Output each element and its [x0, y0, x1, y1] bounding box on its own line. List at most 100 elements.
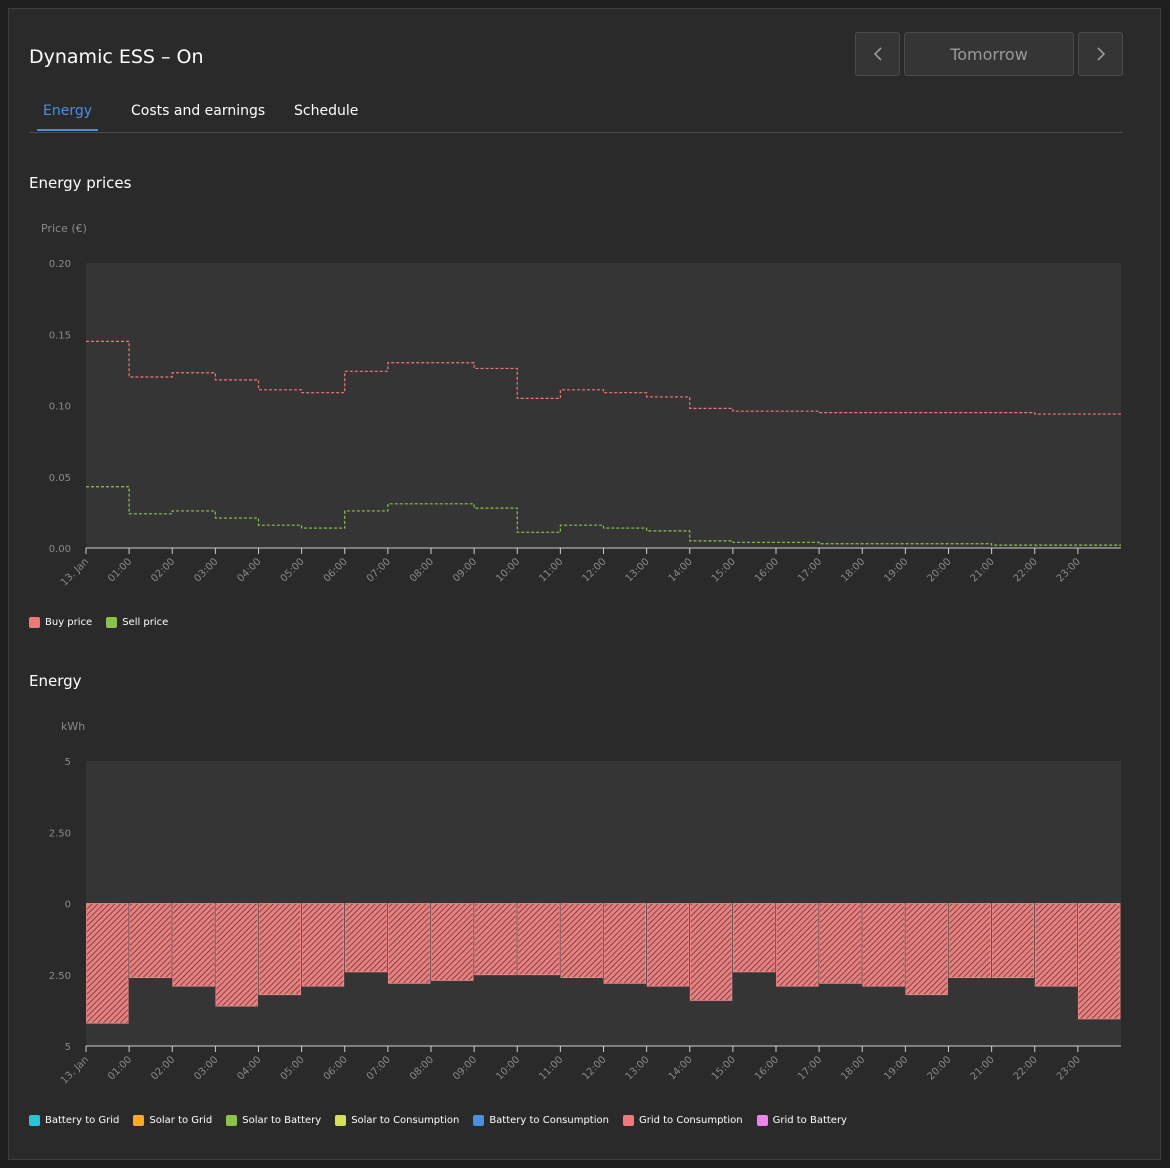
- price-x-tick-label: 04:00: [235, 556, 263, 584]
- grid-to-consumption-bar: [905, 903, 948, 996]
- energy-x-tick-label: 16:00: [753, 1054, 781, 1082]
- legend-label: Grid to Battery: [772, 1115, 847, 1126]
- price-y-tick-label: 0.10: [49, 402, 71, 413]
- legend-label: Battery to Consumption: [489, 1115, 609, 1126]
- grid-to-consumption-bar: [560, 903, 603, 978]
- price-x-tick-label: 17:00: [796, 556, 824, 584]
- price-x-tick-label: 16:00: [753, 556, 781, 584]
- grid-to-consumption-bar: [1077, 903, 1121, 1020]
- chevron-left-icon: [873, 47, 882, 61]
- legend-swatch: [756, 1115, 768, 1126]
- energy-y-tick-label: 5: [65, 757, 71, 768]
- energy-x-tick-label: 13. Jan: [59, 1054, 91, 1086]
- energy-x-tick-label: 10:00: [494, 1054, 522, 1082]
- energy-legend-item[interactable]: Battery to Consumption: [473, 1115, 609, 1126]
- energy-prices-title: Energy prices: [29, 174, 132, 192]
- price-x-tick-label: 03:00: [192, 556, 220, 584]
- energy-prices-legend: Buy price Sell price: [29, 617, 168, 628]
- price-x-tick-label: 21:00: [969, 556, 997, 584]
- legend-swatch: [622, 1115, 634, 1126]
- energy-x-tick-label: 20:00: [925, 1054, 953, 1082]
- grid-to-consumption-bar: [129, 903, 172, 978]
- grid-to-consumption-bar: [172, 903, 215, 987]
- legend-label: Buy price: [45, 617, 93, 628]
- energy-legend-item[interactable]: Battery to Grid: [29, 1115, 119, 1126]
- legend-swatch: [226, 1115, 238, 1126]
- legend-swatch: [106, 617, 118, 628]
- price-x-tick-label: 20:00: [925, 556, 953, 584]
- legend-label: Sell price: [122, 617, 169, 628]
- grid-to-consumption-bar: [991, 903, 1035, 978]
- energy-x-tick-label: 04:00: [235, 1054, 263, 1082]
- energy-x-tick-label: 01:00: [106, 1054, 134, 1082]
- grid-to-consumption-bar: [86, 903, 129, 1024]
- energy-x-tick-label: 21:00: [969, 1054, 997, 1082]
- energy-title: Energy: [29, 672, 82, 690]
- energy-legend-item[interactable]: Solar to Consumption: [335, 1115, 459, 1126]
- energy-x-tick-label: 15:00: [710, 1054, 738, 1082]
- grid-to-consumption-bar: [948, 903, 992, 978]
- price-legend-item[interactable]: Buy price: [29, 617, 92, 628]
- energy-x-tick-label: 08:00: [408, 1054, 436, 1082]
- grid-to-consumption-bar: [603, 903, 647, 984]
- grid-to-consumption-bar: [474, 903, 517, 976]
- tab-schedule[interactable]: Schedule: [294, 103, 359, 119]
- energy-x-tick-label: 17:00: [796, 1054, 824, 1082]
- legend-swatch: [29, 617, 40, 628]
- price-x-tick-label: 22:00: [1012, 556, 1040, 584]
- energy-legend: Battery to Grid Solar to Grid Solar to Bat…: [29, 1115, 847, 1126]
- energy-x-tick-label: 13:00: [624, 1054, 652, 1082]
- energy-x-tick-label: 06:00: [322, 1054, 350, 1082]
- day-selector-button[interactable]: Tomorrow: [904, 32, 1074, 76]
- price-y-tick-label: 0.15: [49, 330, 71, 341]
- tab-energy[interactable]: Energy: [37, 103, 98, 131]
- legend-swatch: [473, 1115, 485, 1126]
- energy-y-tick-label: 2.50: [49, 828, 71, 839]
- energy-x-tick-label: 12:00: [580, 1054, 608, 1082]
- energy-x-tick-label: 02:00: [149, 1054, 177, 1082]
- price-x-tick-label: 15:00: [710, 556, 738, 584]
- price-x-tick-label: 11:00: [537, 556, 565, 584]
- previous-day-button[interactable]: [855, 32, 900, 76]
- energy-x-tick-label: 23:00: [1055, 1054, 1083, 1082]
- tab-bar: Energy Costs and earnings Schedule: [29, 100, 1123, 133]
- next-day-button[interactable]: [1078, 32, 1123, 76]
- price-x-tick-label: 13. Jan: [59, 556, 91, 588]
- energy-x-tick-label: 18:00: [839, 1054, 867, 1082]
- grid-to-consumption-bar: [732, 903, 776, 973]
- energy-legend-item[interactable]: Solar to Battery: [226, 1115, 321, 1126]
- energy-y-tick-label: 2.50: [49, 971, 71, 982]
- price-x-tick-label: 09:00: [451, 556, 479, 584]
- grid-to-consumption-bar: [344, 903, 388, 973]
- legend-label: Grid to Consumption: [638, 1115, 743, 1126]
- grid-to-consumption-bar: [258, 903, 302, 996]
- grid-to-consumption-bar: [819, 903, 862, 984]
- energy-legend-item[interactable]: Solar to Grid: [133, 1115, 212, 1126]
- tab-costs-and-earnings[interactable]: Costs and earnings: [131, 103, 266, 119]
- price-x-tick-label: 07:00: [365, 556, 393, 584]
- price-x-tick-label: 01:00: [106, 556, 134, 584]
- energy-x-tick-label: 11:00: [537, 1054, 565, 1082]
- price-x-tick-label: 14:00: [667, 556, 695, 584]
- grid-to-consumption-bar: [431, 903, 474, 981]
- price-x-tick-label: 08:00: [408, 556, 436, 584]
- energy-legend-item[interactable]: Grid to Battery: [756, 1115, 847, 1126]
- grid-to-consumption-bar: [689, 903, 733, 1001]
- price-x-tick-label: 06:00: [322, 556, 350, 584]
- sell-price-line: [86, 486, 1121, 546]
- grid-to-consumption-bar: [1034, 903, 1078, 987]
- price-axis-label: Price (€): [41, 222, 87, 235]
- price-x-tick-label: 18:00: [839, 556, 867, 584]
- price-legend-item[interactable]: Sell price: [106, 617, 168, 628]
- grid-to-consumption-bar: [387, 903, 431, 984]
- legend-label: Battery to Grid: [45, 1115, 120, 1126]
- energy-plot-area: [86, 761, 1121, 1046]
- price-x-tick-label: 13:00: [624, 556, 652, 584]
- energy-legend-item[interactable]: Grid to Consumption: [622, 1115, 743, 1126]
- legend-swatch: [29, 1115, 40, 1126]
- grid-to-consumption-bar: [862, 903, 905, 987]
- price-x-tick-label: 05:00: [279, 556, 307, 584]
- energy-x-tick-label: 22:00: [1012, 1054, 1040, 1082]
- energy-x-tick-label: 05:00: [279, 1054, 307, 1082]
